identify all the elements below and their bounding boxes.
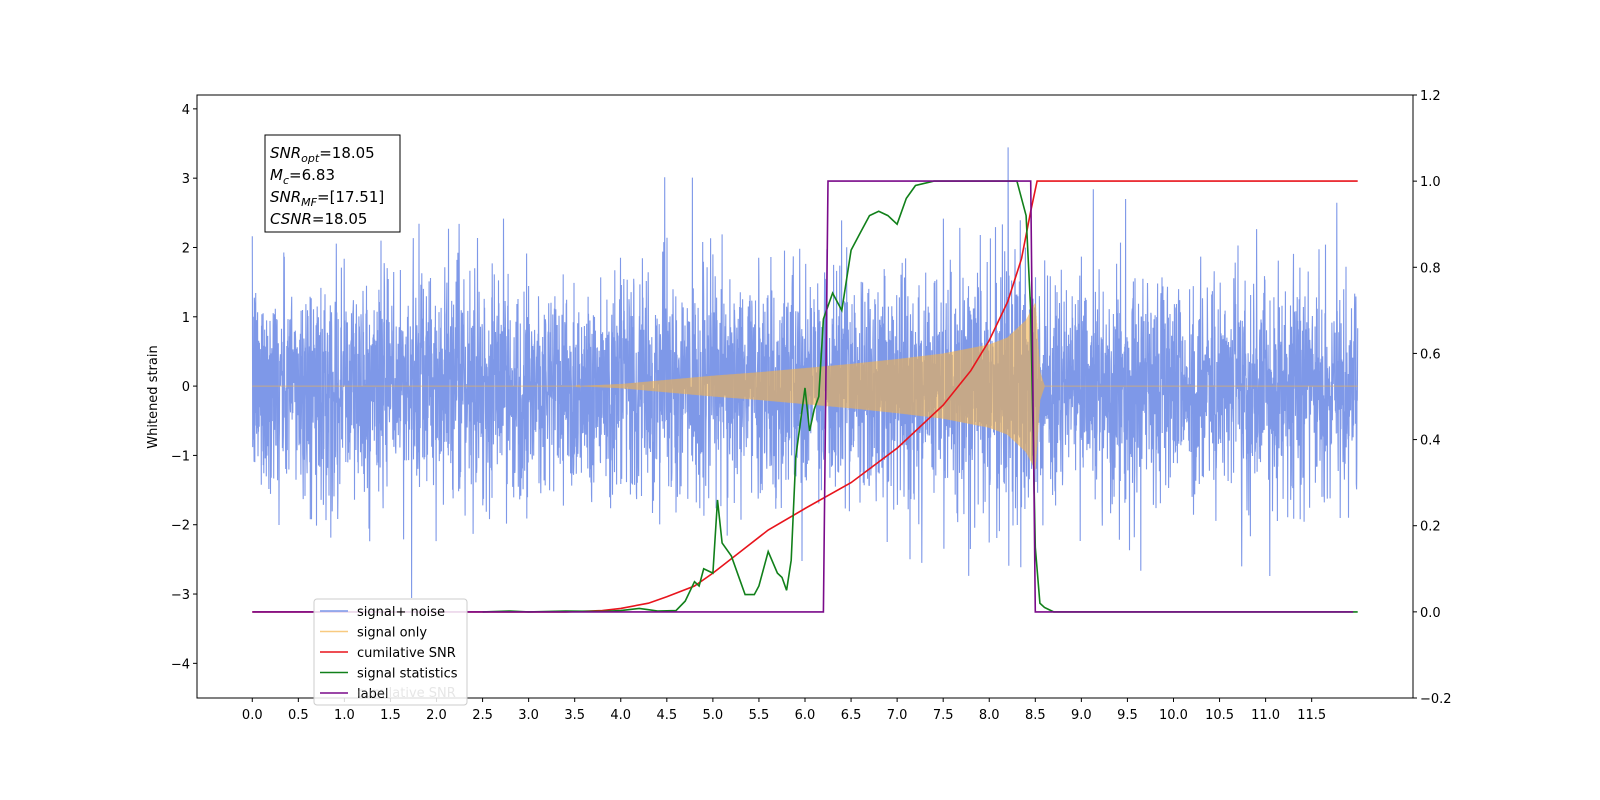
y-tick-label: 3	[182, 172, 190, 187]
legend-underlying-text: cumilative SNR	[357, 686, 456, 701]
series-signal-only	[252, 303, 1358, 470]
y-tick-label: −1	[171, 449, 190, 464]
x-tick-label: 1.0	[334, 708, 355, 723]
x-tick-label: 2.5	[472, 708, 493, 723]
y-tick-label: −4	[171, 657, 190, 672]
x-tick-label: 8.0	[979, 708, 1000, 723]
legend-label: signal only	[357, 626, 427, 641]
legend: signal+ noise signal only cumilative SNR si…	[313, 598, 468, 706]
x-tick-label: 10.0	[1159, 708, 1188, 723]
y-axis-left: 4 3 2 1 0 −1 −2 −3 −4	[171, 103, 197, 672]
annotation-line: CSNR=18.05	[270, 210, 367, 228]
legend-label: signal statistics	[357, 667, 458, 682]
x-tick-label: 6.0	[795, 708, 816, 723]
annotation-box: SNRopt=18.05Mc=6.83SNRMF=[17.51]CSNR=18.…	[264, 134, 401, 233]
x-tick-label: 3.0	[518, 708, 539, 723]
x-tick-label: 7.0	[887, 708, 908, 723]
annotation-line: SNRMF=[17.51]	[270, 188, 384, 209]
x-tick-label: 6.5	[841, 708, 862, 723]
y2-tick-label: 0.0	[1420, 606, 1441, 621]
y-axis-label: Whitened strain	[146, 345, 161, 448]
y-tick-label: 4	[182, 103, 190, 118]
y-tick-label: 1	[182, 311, 190, 326]
y2-tick-label: 0.6	[1420, 347, 1441, 362]
y-tick-label: −3	[171, 588, 190, 603]
legend-label: cumilative SNR	[357, 646, 456, 661]
x-tick-label: 5.5	[749, 708, 770, 723]
series-layer	[251, 147, 1359, 613]
y2-tick-label: 0.8	[1420, 261, 1441, 276]
annotation-line: SNRopt=18.05	[270, 144, 375, 165]
annotation-line: Mc=6.83	[270, 166, 335, 187]
y2-tick-label: 1.2	[1420, 89, 1441, 104]
x-tick-label: 4.5	[656, 708, 677, 723]
series-cumulative-snr	[252, 180, 1358, 613]
series-label	[252, 180, 1354, 613]
x-tick-label: 11.0	[1251, 708, 1280, 723]
x-tick-label: 7.5	[933, 708, 954, 723]
x-tick-label: 2.0	[426, 708, 447, 723]
x-tick-label: 10.5	[1205, 708, 1234, 723]
y-tick-label: 2	[182, 241, 190, 256]
x-tick-label: 0.5	[288, 708, 309, 723]
x-tick-label: 4.0	[610, 708, 631, 723]
y2-tick-label: 0.2	[1420, 520, 1441, 535]
y2-tick-label: 1.0	[1420, 175, 1441, 190]
x-tick-label: 5.0	[703, 708, 724, 723]
x-tick-label: 9.5	[1117, 708, 1138, 723]
legend-label: label	[357, 687, 388, 702]
y2-tick-label: −0.2	[1420, 692, 1452, 707]
x-axis: 0.0 0.5 1.0 1.5 2.0 2.5 3.0 3.5 4.0 4.5 5.0 5.5 6.0 6…	[242, 698, 1326, 723]
x-tick-label: 3.5	[564, 708, 585, 723]
x-tick-label: 8.5	[1025, 708, 1046, 723]
y-tick-label: −2	[171, 519, 190, 534]
x-tick-label: 9.0	[1071, 708, 1092, 723]
legend-label: signal+ noise	[357, 605, 445, 620]
y-axis-right: 1.2 1.0 0.8 0.6 0.4 0.2 0.0 −0.2	[1413, 89, 1452, 707]
x-tick-label: 1.5	[380, 708, 401, 723]
series-signal-statistics	[482, 180, 1358, 613]
y2-tick-label: 0.4	[1420, 434, 1441, 449]
y-tick-label: 0	[182, 380, 190, 395]
x-tick-label: 0.0	[242, 708, 263, 723]
x-tick-label: 11.5	[1297, 708, 1326, 723]
